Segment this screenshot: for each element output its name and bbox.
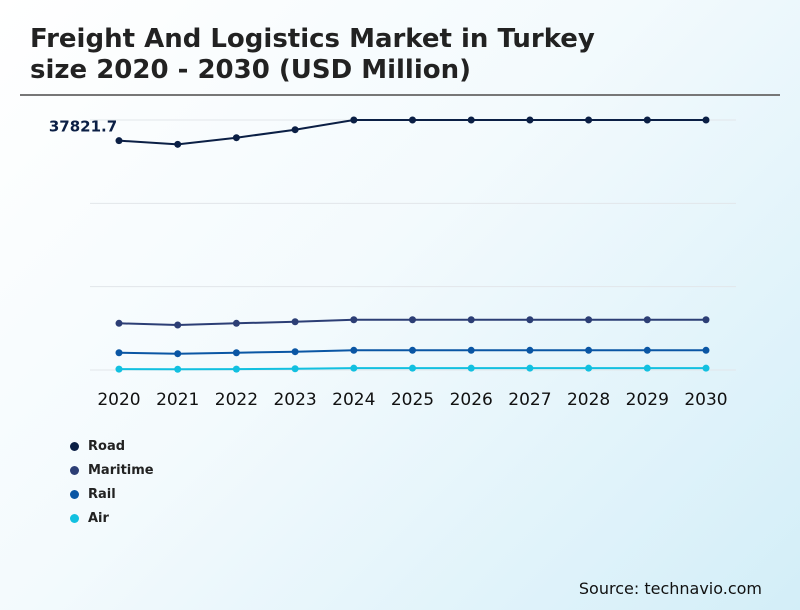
data-point-air: [115, 365, 123, 373]
data-point-maritime: [585, 316, 593, 324]
legend-marker-icon: [70, 489, 79, 499]
data-point-road: [643, 116, 651, 124]
x-tick-label: 2021: [156, 390, 199, 410]
legend-marker-icon: [70, 465, 79, 475]
title-line-1: Freight And Logistics Market in Turkey: [30, 24, 595, 54]
data-point-road: [585, 116, 593, 124]
legend-label: Road: [88, 438, 126, 454]
x-tick-label: 2022: [215, 390, 258, 410]
legend-marker-icon: [70, 513, 79, 523]
legend-label: Rail: [88, 486, 116, 502]
data-point-rail: [467, 346, 475, 354]
data-point-road: [702, 116, 710, 124]
data-point-rail: [291, 348, 299, 356]
x-tick-label: 2020: [97, 390, 140, 410]
x-tick-label: 2030: [684, 390, 727, 410]
data-point-road: [467, 116, 475, 124]
legend: Road Maritime Rail Air: [70, 434, 154, 530]
data-point-maritime: [291, 318, 299, 326]
data-point-road: [526, 116, 534, 124]
legend-label: Air: [88, 510, 109, 526]
legend-item-road: Road: [70, 434, 154, 458]
x-tick-label: 2029: [626, 390, 669, 410]
data-point-air: [585, 364, 593, 372]
data-point-maritime: [232, 319, 240, 327]
data-point-rail: [409, 346, 416, 354]
data-point-air: [350, 364, 358, 372]
data-point-rail: [350, 346, 358, 354]
source-label: Source: technavio.com: [578, 579, 762, 598]
data-point-road: [350, 116, 358, 124]
data-point-maritime: [115, 319, 123, 327]
legend-marker-icon: [70, 441, 79, 451]
x-tick-label: 2025: [391, 390, 434, 410]
series-line-road: [118, 119, 706, 146]
data-point-maritime: [409, 316, 416, 324]
legend-label: Maritime: [88, 462, 154, 478]
line-chart: 2020 2021 2022 2023 2024 2025 2026 2027 2028 2029…: [49, 116, 736, 410]
data-point-maritime: [643, 316, 651, 324]
chart-title: Freight And Logistics Market in Turkey s…: [30, 24, 595, 86]
x-tick-label: 2028: [567, 390, 610, 410]
data-point-road: [115, 137, 123, 145]
x-tick-label: 2023: [273, 390, 316, 410]
data-point-maritime: [174, 321, 182, 329]
data-point-air: [702, 364, 710, 372]
data-point-air: [467, 364, 475, 372]
data-point-rail: [174, 350, 182, 358]
data-point-air: [643, 364, 651, 372]
data-point-rail: [643, 346, 651, 354]
data-point-air: [232, 365, 240, 373]
data-label: 37821.7: [49, 118, 117, 136]
x-tick-label: 2024: [332, 390, 375, 410]
data-point-rail: [526, 346, 534, 354]
data-point-maritime: [702, 316, 710, 324]
data-point-air: [526, 364, 534, 372]
data-point-rail: [585, 346, 593, 354]
title-line-2: size 2020 - 2030 (USD Million): [30, 55, 472, 85]
data-point-maritime: [526, 316, 534, 324]
data-point-rail: [115, 349, 123, 357]
legend-item-rail: Rail: [70, 482, 154, 506]
data-point-rail: [232, 349, 240, 357]
data-point-rail: [702, 346, 710, 354]
data-point-maritime: [350, 316, 358, 324]
data-point-road: [291, 126, 299, 134]
data-point-maritime: [467, 316, 475, 324]
x-tick-label: 2026: [450, 390, 493, 410]
data-point-air: [409, 364, 416, 372]
data-point-road: [409, 116, 416, 124]
title-divider: [20, 94, 780, 96]
legend-item-maritime: Maritime: [70, 458, 154, 482]
data-point-air: [174, 365, 182, 373]
data-point-air: [291, 365, 299, 373]
x-tick-label: 2027: [508, 390, 551, 410]
data-point-road: [232, 134, 240, 142]
data-point-road: [174, 140, 182, 148]
legend-item-air: Air: [70, 506, 154, 530]
